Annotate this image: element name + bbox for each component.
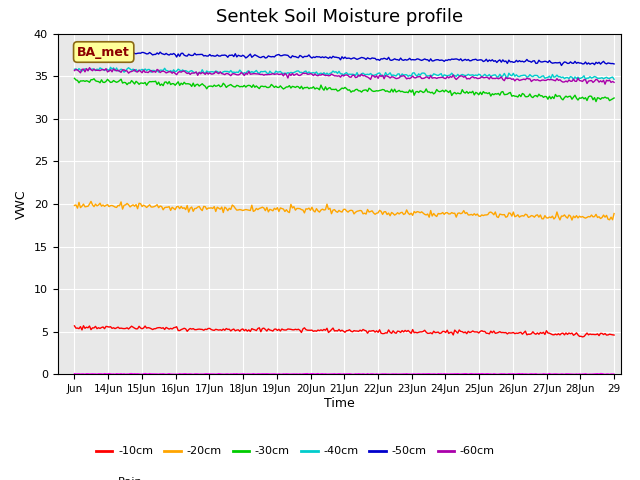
Rain [250,371,257,376]
-50cm [70,49,78,55]
-60cm [260,72,268,78]
Line: -30cm: -30cm [74,78,614,102]
-20cm [138,204,146,209]
-10cm [251,327,259,333]
Rain [259,371,266,377]
-30cm [70,75,78,81]
-50cm [308,55,316,61]
Title: Sentek Soil Moisture profile: Sentek Soil Moisture profile [216,9,463,26]
-60cm [233,72,241,78]
-40cm [570,77,577,83]
-50cm [260,54,268,60]
Line: -20cm: -20cm [74,202,614,220]
Rain [307,371,314,377]
Y-axis label: VWC: VWC [15,189,28,219]
Line: -50cm: -50cm [74,50,614,65]
-10cm [610,332,618,338]
Line: -10cm: -10cm [74,326,614,337]
-60cm [582,77,589,83]
Line: -60cm: -60cm [74,68,614,84]
Rain [610,371,618,377]
-20cm [260,205,268,211]
-30cm [250,82,257,88]
X-axis label: Time: Time [324,397,355,410]
-40cm [260,69,268,74]
-40cm [583,75,591,81]
Legend: Rain: Rain [92,473,147,480]
-10cm [138,326,146,332]
-60cm [601,81,609,87]
-20cm [251,208,259,214]
Line: -40cm: -40cm [74,67,614,80]
Text: BA_met: BA_met [77,46,130,59]
-10cm [70,323,78,329]
-20cm [568,217,576,223]
Rain [137,372,145,377]
-20cm [610,211,618,216]
-60cm [251,71,259,76]
-50cm [610,61,618,67]
-20cm [583,215,591,220]
-10cm [583,330,591,336]
Rain [545,371,553,376]
-60cm [86,65,93,71]
-40cm [233,69,241,75]
-60cm [308,71,316,77]
-30cm [610,95,618,101]
-40cm [610,76,618,82]
-40cm [70,66,78,72]
-10cm [308,327,316,333]
-20cm [70,203,78,208]
-50cm [233,54,241,60]
-40cm [107,64,115,70]
Rain [70,371,78,377]
-10cm [260,325,268,331]
-60cm [610,80,618,85]
-20cm [87,199,95,204]
-30cm [307,85,314,91]
-10cm [579,334,586,340]
-20cm [233,207,241,213]
Rain [601,372,609,377]
-20cm [308,204,316,210]
-50cm [251,52,259,58]
Rain [582,371,589,377]
-30cm [259,84,266,89]
-40cm [308,70,316,76]
-10cm [79,323,87,329]
-40cm [251,69,259,75]
-60cm [70,68,78,73]
-30cm [580,96,588,102]
-50cm [583,61,591,67]
-30cm [232,84,239,90]
-50cm [138,49,146,55]
-50cm [74,48,81,53]
Rain [232,371,239,377]
Line: Rain: Rain [74,373,614,374]
-30cm [592,99,600,105]
-10cm [233,327,241,333]
-50cm [557,62,565,68]
-60cm [138,70,146,76]
-30cm [137,80,145,86]
-40cm [138,66,146,72]
